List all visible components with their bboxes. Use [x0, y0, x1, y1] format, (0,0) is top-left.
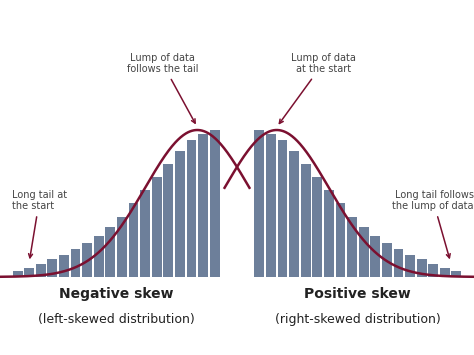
Bar — [94, 236, 104, 277]
Bar — [278, 140, 287, 277]
Text: Positive skew: Positive skew — [304, 287, 411, 301]
Bar — [428, 264, 438, 277]
Bar — [128, 203, 138, 277]
Bar — [451, 271, 461, 277]
Text: Lump of data
at the start: Lump of data at the start — [279, 53, 356, 124]
Bar — [255, 130, 264, 277]
Bar — [301, 164, 310, 277]
Bar — [347, 217, 357, 277]
Bar — [164, 164, 173, 277]
Bar — [324, 190, 334, 277]
Bar — [82, 243, 92, 277]
Bar — [440, 268, 450, 277]
Text: Negative skew: Negative skew — [59, 287, 173, 301]
Bar — [36, 264, 46, 277]
Bar — [336, 203, 346, 277]
Bar — [187, 140, 196, 277]
Bar — [117, 217, 127, 277]
Bar — [175, 151, 185, 277]
Text: (left-skewed distribution): (left-skewed distribution) — [38, 313, 194, 326]
Bar — [210, 130, 219, 277]
Bar — [59, 255, 69, 277]
Text: Long tail at
the start: Long tail at the start — [12, 190, 67, 258]
Text: Long tail follows
the lump of data: Long tail follows the lump of data — [392, 190, 474, 258]
Bar — [359, 227, 369, 277]
Bar — [405, 255, 415, 277]
Bar — [393, 249, 403, 277]
Bar — [140, 190, 150, 277]
Bar — [47, 259, 57, 277]
Bar — [198, 135, 208, 277]
Bar — [382, 243, 392, 277]
Bar — [266, 135, 276, 277]
Bar — [71, 249, 81, 277]
Bar — [417, 259, 427, 277]
Bar — [105, 227, 115, 277]
Bar — [370, 236, 380, 277]
Text: (right-skewed distribution): (right-skewed distribution) — [275, 313, 441, 326]
Bar — [24, 268, 34, 277]
Bar — [289, 151, 299, 277]
Bar — [152, 177, 162, 277]
Bar — [312, 177, 322, 277]
Bar — [13, 271, 23, 277]
Text: Lump of data
follows the tail: Lump of data follows the tail — [127, 53, 198, 123]
